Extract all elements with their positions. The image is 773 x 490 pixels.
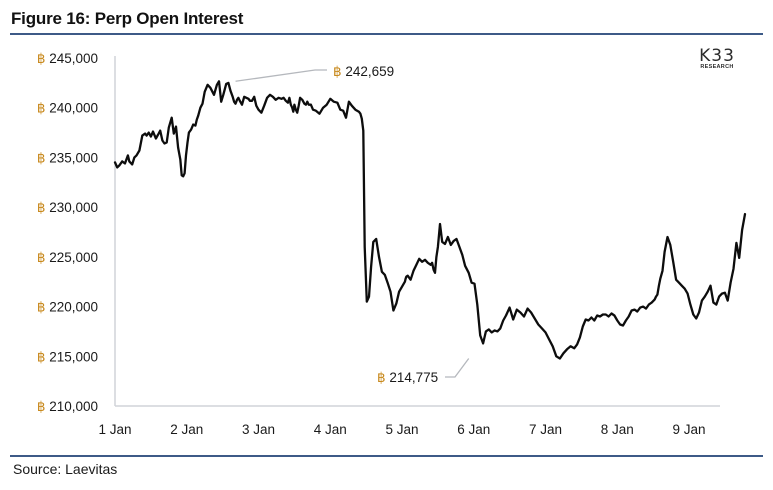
y-tick-label: ฿ 240,000 [37,101,98,116]
bitcoin-icon: ฿ [37,150,46,165]
x-tick-label: 1 Jan [98,422,131,437]
bitcoin-icon: ฿ [333,64,342,79]
x-tick-label: 9 Jan [672,422,705,437]
x-tick-label: 2 Jan [170,422,203,437]
bitcoin-icon: ฿ [37,101,46,116]
y-tick-label: ฿ 210,000 [37,399,98,414]
y-axis-ticks: ฿ 210,000 ฿ 215,000 ฿ 220,000 ฿ 225,000 ฿ 23… [37,51,98,414]
y-tick-label: ฿ 235,000 [37,150,98,165]
figure-title: Figure 16: Perp Open Interest [11,9,244,28]
x-axis-ticks: 1 Jan 2 Jan 3 Jan 4 Jan 5 Jan 6 Jan 7 Jan 8 Jan… [98,422,705,437]
chart-annotations: ฿ 242,659 ฿ 214,775 [235,64,470,385]
x-tick-label: 4 Jan [314,422,347,437]
bitcoin-icon: ฿ [37,349,46,364]
open-interest-line [113,80,747,360]
x-tick-label: 7 Jan [529,422,562,437]
x-tick-label: 5 Jan [385,422,418,437]
k33-research-logo: K33 RESEARCH [693,46,741,73]
bitcoin-icon: ฿ [37,399,46,414]
logo-wordmark: K33 [699,46,735,66]
y-tick-label: ฿ 230,000 [37,200,98,215]
x-tick-label: 6 Jan [457,422,490,437]
source-note: Source: Laevitas [13,461,118,477]
bitcoin-icon: ฿ [37,300,46,315]
title-divider [10,33,763,35]
chart-axes [114,56,720,407]
source-divider [10,455,763,457]
y-tick-label: ฿ 220,000 [37,300,98,315]
bitcoin-icon: ฿ [37,200,46,215]
logo-subtitle: RESEARCH [700,64,734,70]
max-annotation: ฿ 242,659 [333,64,394,79]
min-annotation: ฿ 214,775 [377,370,438,385]
bitcoin-icon: ฿ [37,51,46,66]
y-tick-label: ฿ 245,000 [37,51,98,66]
y-tick-label: ฿ 225,000 [37,250,98,265]
y-tick-label: ฿ 215,000 [37,349,98,364]
bitcoin-icon: ฿ [37,250,46,265]
bitcoin-icon: ฿ [377,370,386,385]
max-leader-line [235,69,327,82]
min-leader-line [445,358,470,378]
x-tick-label: 3 Jan [242,422,275,437]
x-tick-label: 8 Jan [601,422,634,437]
